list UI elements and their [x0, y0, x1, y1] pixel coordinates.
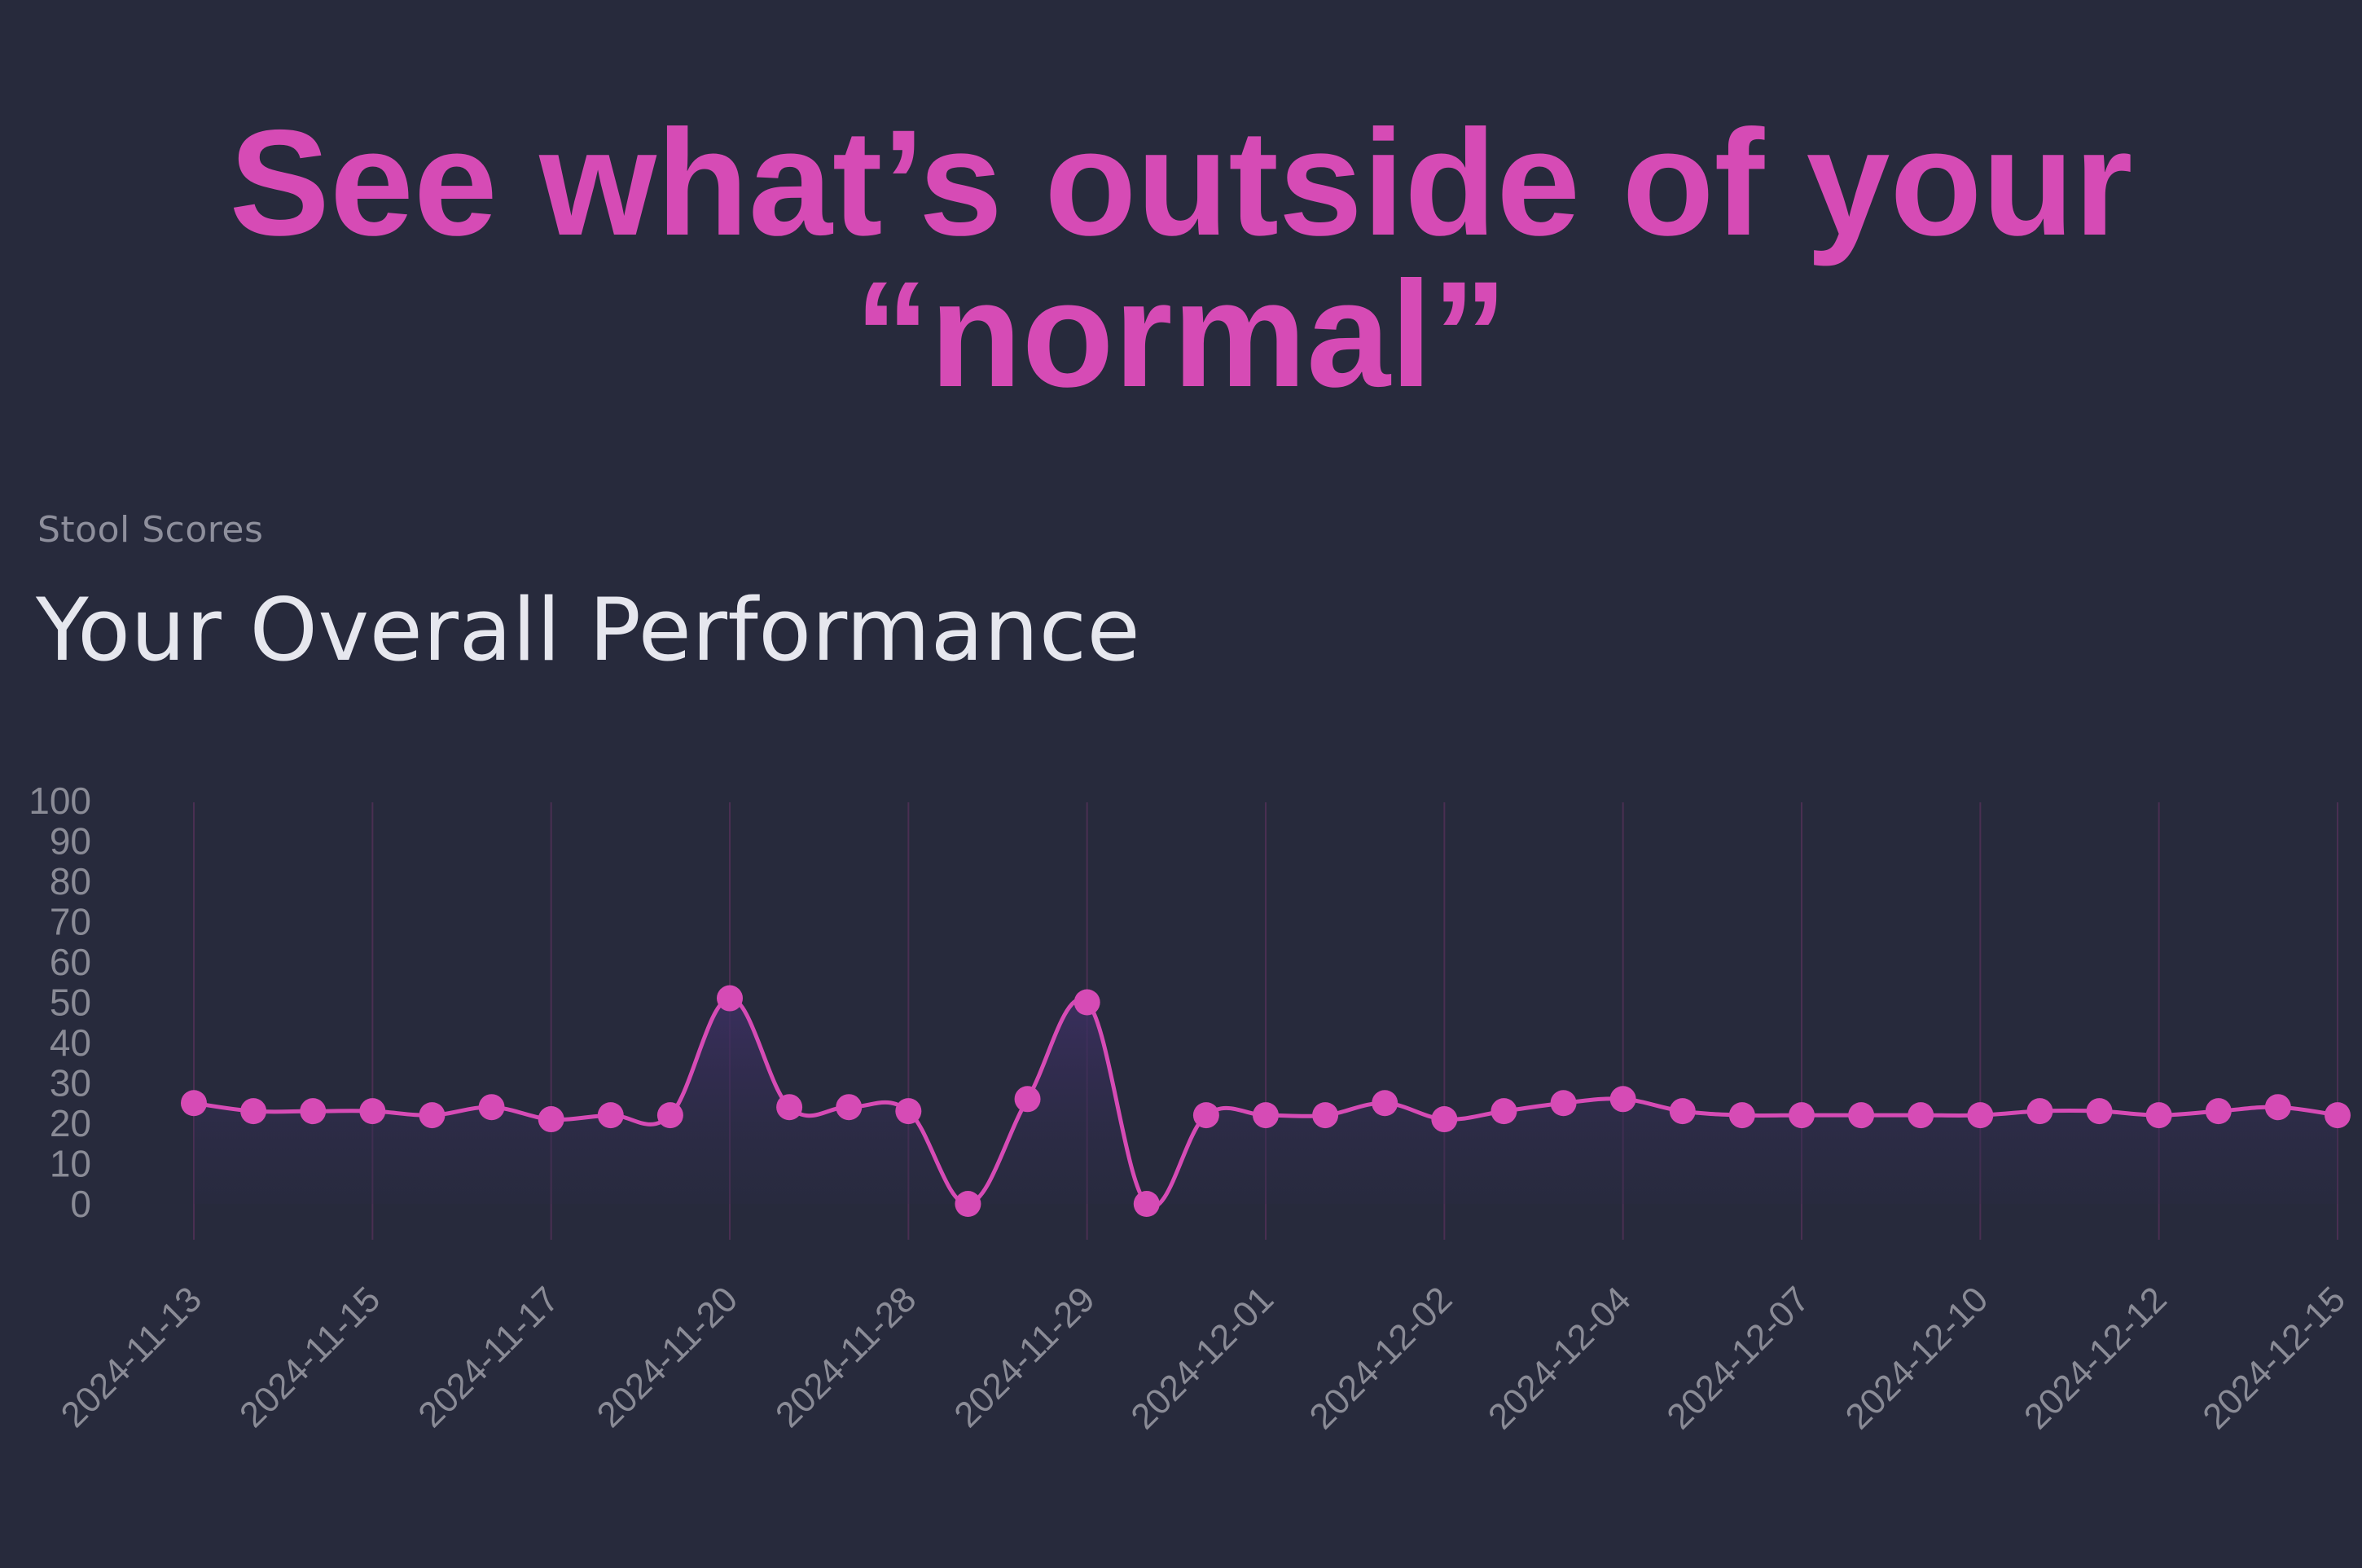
data-point — [597, 1102, 624, 1129]
data-point — [2264, 1094, 2291, 1121]
headline-line-2: “normal” — [854, 251, 1508, 419]
data-point — [1967, 1102, 1994, 1129]
data-point — [419, 1102, 446, 1129]
data-point — [1908, 1102, 1934, 1129]
x-tick-label: 2024-12-02 — [1302, 1279, 1460, 1437]
data-point — [181, 1090, 207, 1117]
x-tick-label: 2024-11-17 — [410, 1279, 566, 1434]
card-eyebrow: Stool Scores — [37, 509, 264, 551]
chart-area — [194, 998, 2338, 1207]
data-point — [2205, 1098, 2232, 1125]
y-tick-label: 0 — [70, 1183, 91, 1225]
y-tick-label: 70 — [50, 901, 91, 943]
data-point — [2026, 1098, 2053, 1125]
data-point — [1073, 989, 1100, 1016]
x-tick-label: 2024-11-13 — [54, 1279, 209, 1434]
x-tick-label: 2024-12-12 — [2017, 1279, 2175, 1437]
data-point — [1431, 1106, 1458, 1133]
x-tick-label: 2024-12-07 — [1659, 1279, 1817, 1437]
x-tick-label: 2024-11-20 — [590, 1279, 745, 1434]
data-point — [1728, 1102, 1755, 1129]
y-tick-label: 50 — [50, 982, 91, 1024]
data-point — [656, 1102, 683, 1129]
series-line — [191, 996, 2340, 1209]
chart-title: Your Overall Performance — [36, 580, 1141, 680]
data-point — [1372, 1090, 1398, 1117]
data-point — [1669, 1098, 1696, 1125]
data-point — [1491, 1098, 1517, 1125]
data-point — [1253, 1102, 1279, 1129]
y-tick-label: 80 — [50, 860, 91, 903]
data-point — [2325, 1102, 2351, 1129]
y-tick-label: 20 — [50, 1102, 91, 1144]
data-point — [240, 1098, 267, 1125]
x-tick-label: 2024-12-15 — [2195, 1279, 2353, 1437]
data-point — [538, 1106, 564, 1133]
x-tick-label: 2024-12-01 — [1123, 1279, 1281, 1437]
y-tick-label: 100 — [29, 780, 91, 822]
data-point — [1312, 1102, 1339, 1129]
data-point — [478, 1094, 505, 1121]
x-tick-label: 2024-11-15 — [232, 1279, 388, 1434]
x-tick-label: 2024-12-10 — [1838, 1279, 1996, 1437]
data-point — [1609, 1086, 1636, 1113]
y-tick-label: 30 — [50, 1062, 91, 1105]
y-tick-label: 90 — [50, 820, 91, 863]
data-point — [895, 1098, 922, 1125]
data-point — [955, 1191, 981, 1217]
x-tick-label: 2024-11-28 — [768, 1279, 924, 1434]
data-point — [1133, 1191, 1160, 1217]
y-tick-label: 10 — [50, 1143, 91, 1185]
data-point — [1789, 1102, 1815, 1129]
data-point — [2145, 1102, 2172, 1129]
data-point — [836, 1094, 863, 1121]
x-tick-label: 2024-12-04 — [1481, 1279, 1639, 1437]
series-area — [194, 998, 2338, 1207]
y-tick-label: 60 — [50, 941, 91, 983]
y-tick-label: 40 — [50, 1021, 91, 1064]
data-point — [2086, 1098, 2113, 1125]
x-axis: 2024-11-13 2024-11-15 2024-11-17 2024-11-20… — [54, 1279, 2353, 1437]
headline: See what’s outside of your “normal” — [0, 108, 2362, 411]
chart-series — [191, 996, 2340, 1209]
data-point — [1014, 1086, 1041, 1113]
x-tick-label: 2024-11-29 — [946, 1279, 1102, 1434]
chart-points — [181, 985, 2351, 1217]
data-point — [1848, 1102, 1875, 1129]
data-point — [300, 1098, 327, 1125]
data-point — [717, 985, 743, 1012]
headline-line-1: See what’s outside of your — [229, 99, 2133, 267]
data-point — [776, 1094, 803, 1121]
data-point — [1550, 1090, 1577, 1117]
data-point — [1192, 1102, 1219, 1129]
data-point — [359, 1098, 386, 1125]
